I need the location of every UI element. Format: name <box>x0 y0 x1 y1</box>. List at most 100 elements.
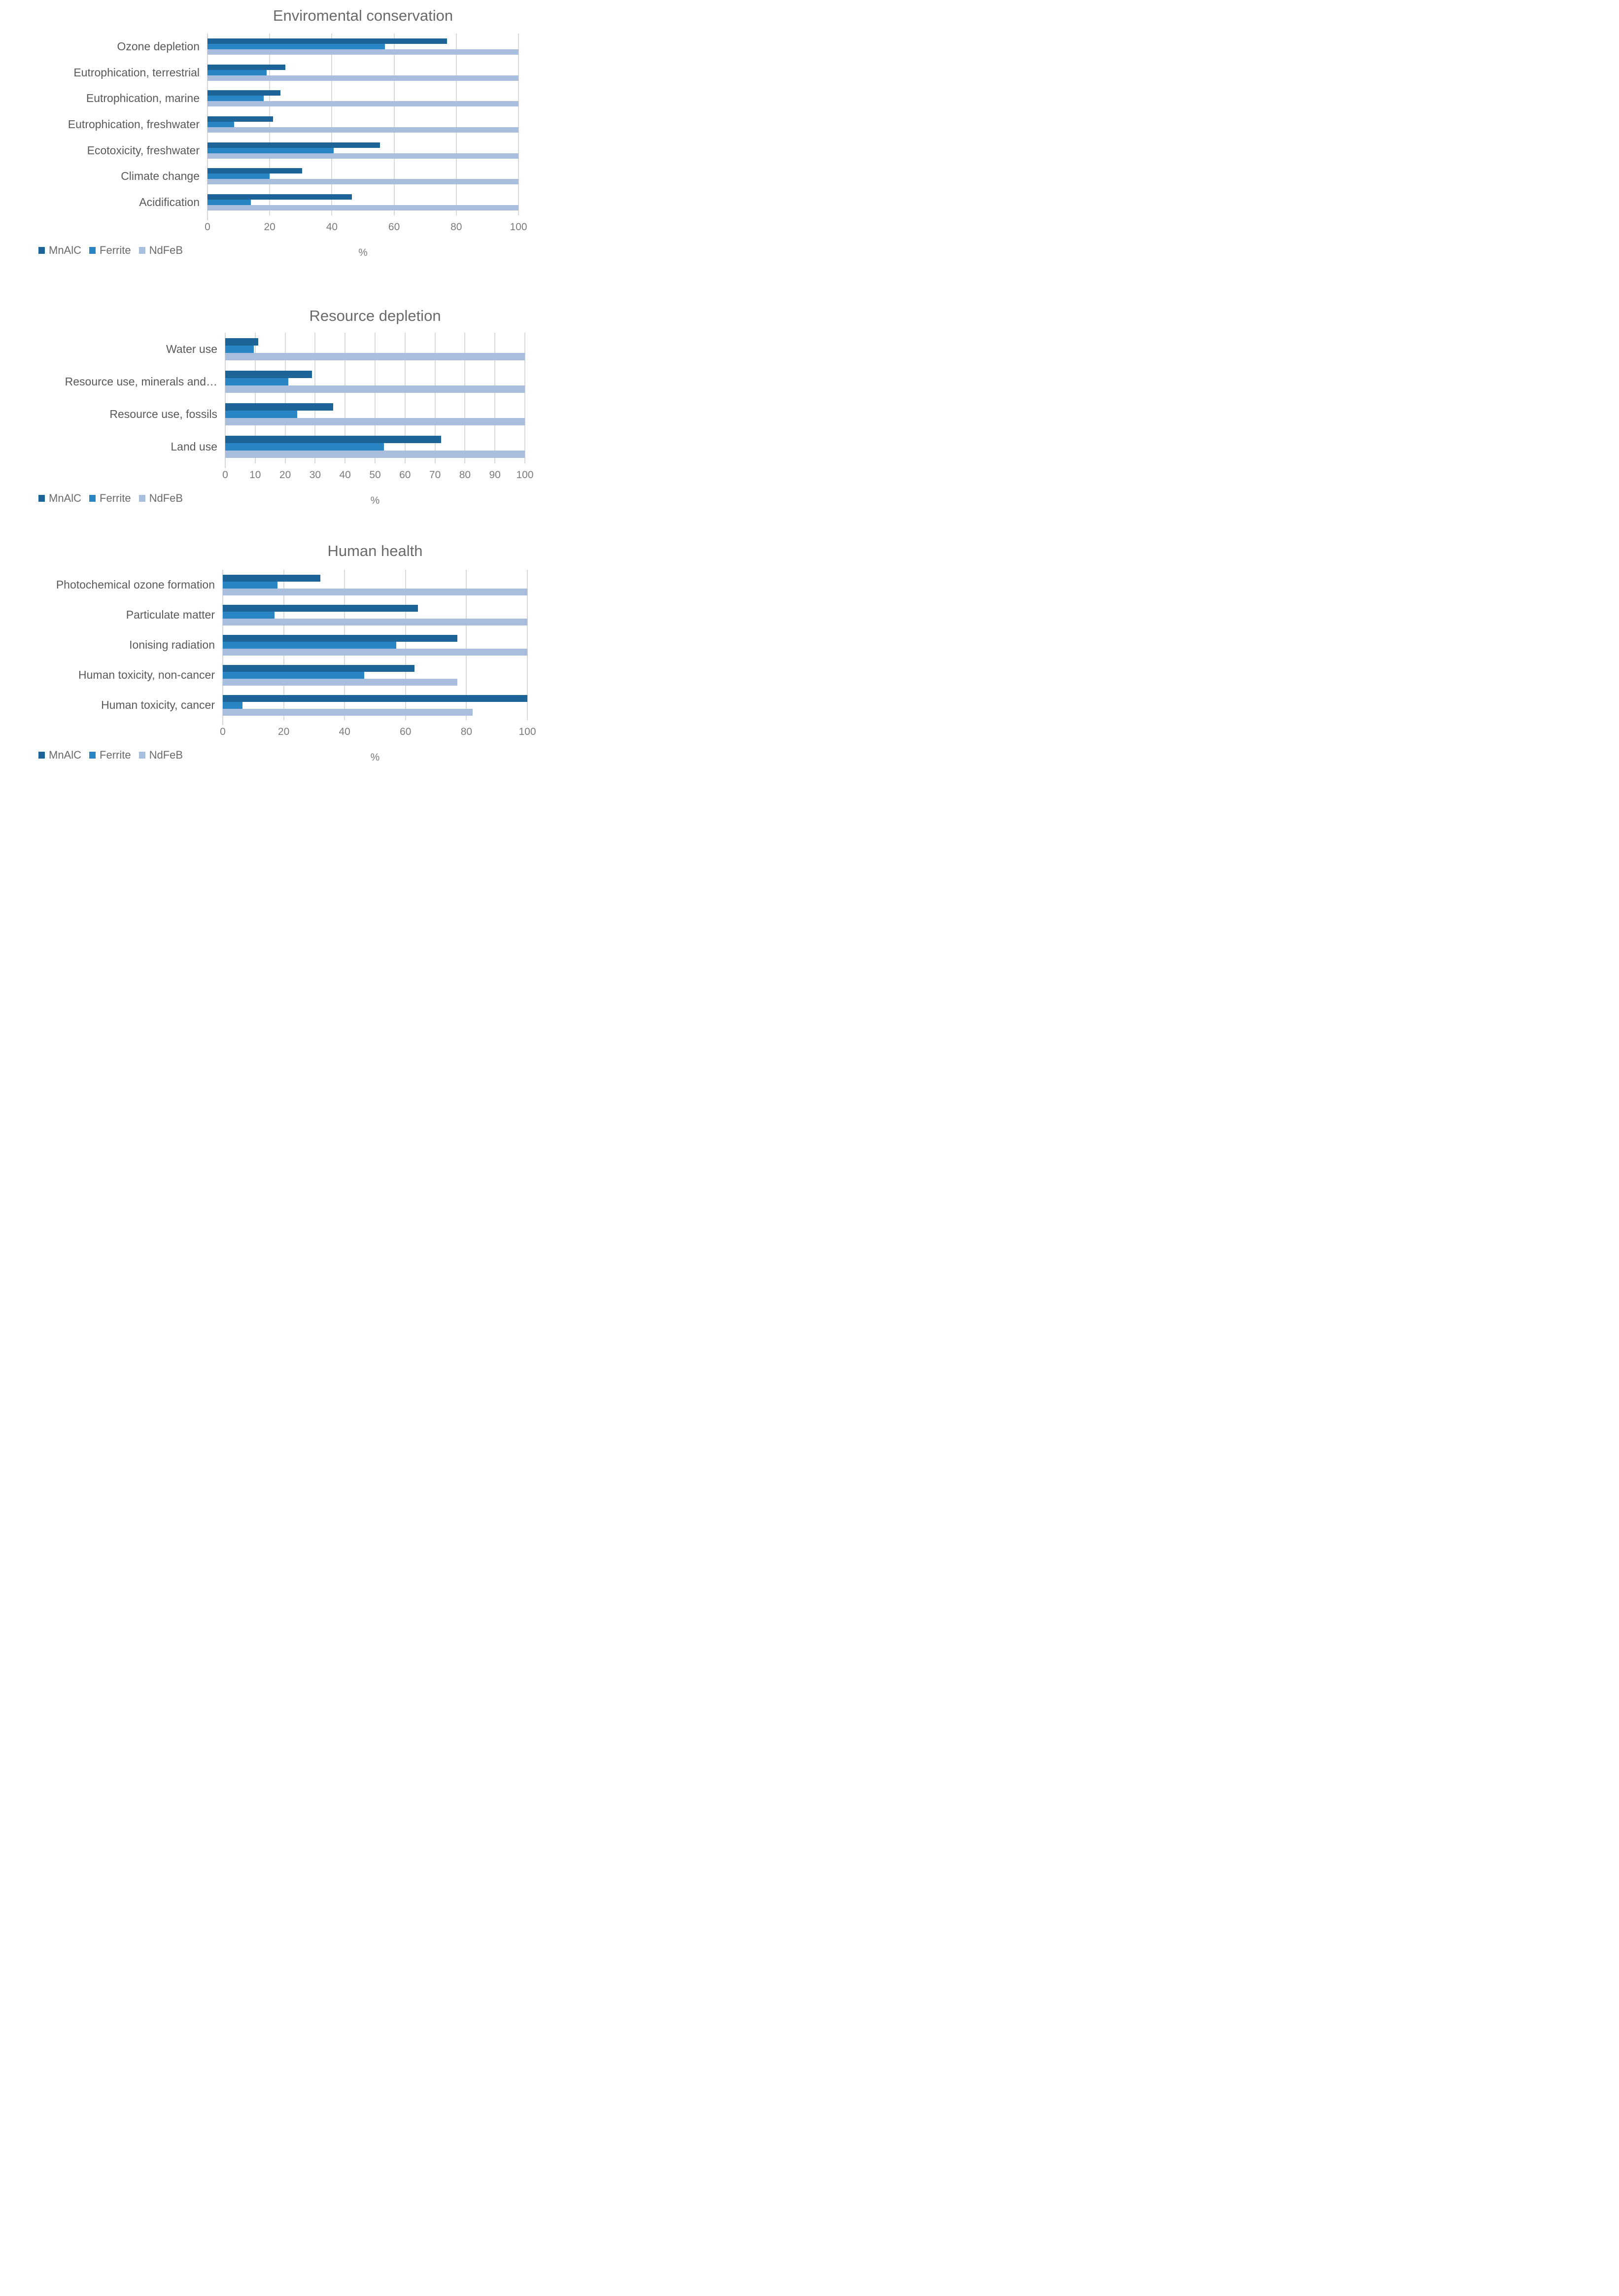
category-label: Acidification <box>139 196 200 209</box>
category-label: Ozone depletion <box>117 39 200 53</box>
legend-item-ferrite: Ferrite <box>89 749 131 762</box>
bar-ferrite <box>225 345 254 353</box>
category-row <box>207 189 518 215</box>
value-axis: 0 20 40 60 80 100 <box>220 720 536 745</box>
axis-tick-label: 40 <box>339 469 351 481</box>
gridline <box>269 34 271 215</box>
bar-mnalc <box>223 574 320 582</box>
bar-ndfeb <box>207 127 518 133</box>
gridline <box>405 570 406 720</box>
human-health-chart: Human health Photochemical ozone formati… <box>0 542 540 765</box>
legend-item-mnalc: MnAlC <box>38 749 81 762</box>
category-row <box>207 60 518 86</box>
axis-tick-label: 10 <box>249 469 261 481</box>
legend-label: MnAlC <box>49 492 82 504</box>
bar-ferrite <box>223 611 275 619</box>
axis-tick-label: 0 <box>220 726 226 737</box>
gridline <box>464 333 466 463</box>
legend-swatch-ndfeb <box>138 247 145 254</box>
legend-label: MnAlC <box>49 244 82 256</box>
gridline <box>254 333 256 463</box>
category-row <box>207 164 518 190</box>
bar-ndfeb <box>207 101 518 107</box>
legend-swatch-mnalc <box>38 495 45 502</box>
category-row <box>223 630 527 660</box>
gridline <box>284 333 286 463</box>
category-row <box>207 85 518 111</box>
category-label: Resource use, fossils <box>109 408 217 421</box>
axis-tick-label: 100 <box>510 221 527 233</box>
legend-swatch-mnalc <box>38 752 45 759</box>
axis-tick-label: 90 <box>489 469 501 481</box>
bar-mnalc <box>207 194 352 200</box>
axis-tick-label: 20 <box>264 221 276 233</box>
category-label: Eutrophication, terrestrial <box>73 66 200 79</box>
bar-ferrite <box>207 174 270 179</box>
bar-ndfeb <box>225 418 525 426</box>
category-label: Ecotoxicity, freshwater <box>87 143 200 157</box>
gridline <box>518 34 519 215</box>
legend-item-ferrite: Ferrite <box>89 492 131 505</box>
gridline <box>331 34 333 215</box>
bar-ferrite <box>207 96 264 102</box>
category-row <box>225 431 525 463</box>
category-axis: Ozone depletion Eutrophication, terrestri… <box>0 34 207 215</box>
axis-unit-label: % <box>370 495 380 506</box>
chart-footer: MnAlC Ferrite NdFeB % <box>0 488 540 520</box>
bar-rows <box>207 34 518 215</box>
legend-label: NdFeB <box>149 244 183 256</box>
axis-tick-label: 20 <box>279 469 291 481</box>
category-label: Land use <box>171 440 217 453</box>
bar-ndfeb <box>225 451 525 458</box>
bar-ferrite <box>225 443 384 451</box>
chart-footer: MnAlC Ferrite NdFeB % <box>0 240 540 275</box>
gridline <box>527 570 528 720</box>
bar-ferrite <box>225 411 297 418</box>
bar-mnalc <box>225 436 441 444</box>
category-label: Eutrophication, freshwater <box>68 118 200 131</box>
value-axis: 0 10 20 30 40 50 60 70 80 90 100 <box>222 463 533 488</box>
legend-label: Ferrite <box>100 244 131 256</box>
bar-ndfeb <box>207 153 518 159</box>
gridlines <box>225 333 525 468</box>
category-label: Climate change <box>121 170 200 183</box>
category-label: Photochemical ozone formation <box>56 578 215 591</box>
axis-tick-label: 70 <box>429 469 441 481</box>
axis-unit-label: % <box>370 752 380 763</box>
category-row <box>225 365 525 398</box>
bar-ndfeb <box>223 588 527 595</box>
category-row <box>207 138 518 164</box>
category-axis: Water use Resource use, minerals and… Reso… <box>0 333 225 463</box>
axis-tick-label: 30 <box>309 469 321 481</box>
category-axis: Photochemical ozone formation Particulate… <box>0 570 223 720</box>
legend-swatch-ndfeb <box>138 495 145 502</box>
category-row <box>225 333 525 365</box>
bar-mnalc <box>207 90 281 96</box>
bar-ndfeb <box>225 385 525 393</box>
gridline <box>455 34 457 215</box>
bar-ferrite <box>207 122 234 128</box>
gridline <box>393 34 395 215</box>
plot-area <box>222 570 528 725</box>
bar-ndfeb <box>207 49 518 55</box>
bar-ferrite <box>207 147 334 153</box>
bar-ndfeb <box>207 205 518 211</box>
gridline <box>466 570 467 720</box>
gridline <box>524 333 525 463</box>
bar-ferrite <box>223 701 243 709</box>
legend-label: Ferrite <box>100 749 131 761</box>
bar-mnalc <box>225 403 333 411</box>
legend-item-mnalc: MnAlC <box>38 492 81 505</box>
legend-item-ndfeb: NdFeB <box>138 749 183 762</box>
category-row <box>207 111 518 138</box>
category-label: Eutrophication, marine <box>86 92 200 105</box>
category-label: Resource use, minerals and… <box>65 375 217 388</box>
bar-mnalc <box>207 168 303 174</box>
axis-tick-label: 80 <box>450 221 462 233</box>
axis-line <box>225 333 226 468</box>
category-label: Human toxicity, non-cancer <box>78 668 215 681</box>
category-label: Human toxicity, cancer <box>101 698 215 711</box>
axis-tick-label: 80 <box>459 469 471 481</box>
category-row <box>223 570 527 600</box>
bar-ndfeb <box>207 179 518 185</box>
